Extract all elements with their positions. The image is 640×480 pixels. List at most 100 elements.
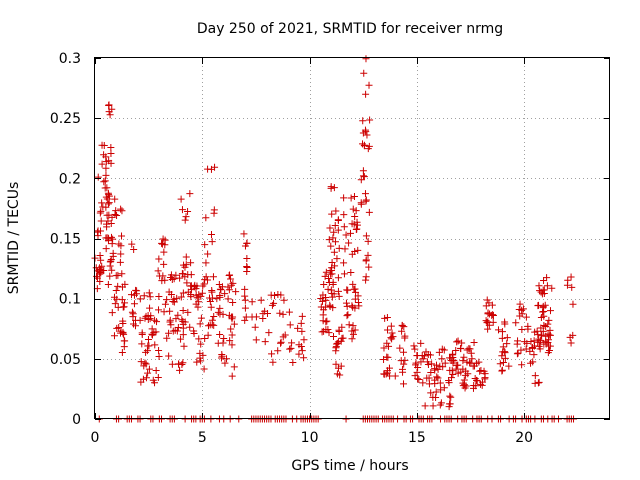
y-tick-label: 0.2: [59, 171, 81, 187]
data-point: [265, 329, 273, 337]
data-point: [542, 322, 550, 330]
data-point: [436, 362, 444, 370]
axis-ticks: [95, 58, 610, 420]
data-point: [232, 288, 240, 296]
data-point: [398, 327, 406, 335]
data-point: [155, 346, 163, 354]
data-point: [331, 238, 339, 246]
data-point: [190, 329, 198, 337]
data-point: [297, 319, 305, 327]
data-point: [344, 286, 352, 294]
data-point: [518, 326, 526, 334]
data-point: [197, 314, 205, 322]
data-point: [343, 302, 351, 310]
data-point: [300, 354, 308, 362]
data-point: [349, 205, 357, 213]
data-point: [413, 352, 421, 360]
data-point: [141, 359, 149, 367]
data-point: [505, 362, 513, 370]
data-point: [184, 208, 192, 216]
data-point: [204, 331, 212, 339]
data-point: [259, 315, 267, 323]
data-point: [102, 153, 110, 161]
data-point: [352, 207, 360, 215]
data-point: [182, 213, 190, 221]
data-point: [531, 372, 539, 380]
data-point: [330, 228, 338, 236]
data-point: [116, 258, 124, 266]
tick-labels: 0 5 10 15 20 0 0.05 0.1 0.15 0.2 0.25 0.3: [50, 51, 533, 446]
data-point: [380, 355, 388, 363]
data-point: [140, 292, 148, 300]
data-point: [184, 308, 192, 316]
data-point: [494, 326, 502, 334]
data-point: [228, 331, 236, 339]
data-point: [448, 367, 456, 375]
data-point: [501, 318, 509, 326]
data-point: [347, 269, 355, 277]
data-point: [351, 295, 359, 303]
data-point: [201, 241, 209, 249]
data-point: [458, 339, 466, 347]
data-point: [460, 353, 468, 361]
data-point: [216, 285, 224, 293]
data-point: [279, 310, 287, 318]
data-point: [452, 346, 460, 354]
data-point: [277, 338, 285, 346]
x-tick-label: 20: [515, 430, 533, 446]
data-point: [136, 316, 144, 324]
data-point: [340, 211, 348, 219]
data-point: [359, 167, 367, 175]
data-point: [241, 292, 249, 300]
data-point: [111, 210, 119, 218]
data-point: [196, 320, 204, 328]
data-point: [128, 240, 136, 248]
data-point: [359, 140, 367, 148]
data-point: [93, 285, 101, 293]
data-point: [449, 371, 457, 379]
data-point: [325, 236, 333, 244]
data-point: [322, 318, 330, 326]
data-point: [216, 304, 224, 312]
data-point: [345, 321, 353, 329]
data-point: [328, 210, 336, 218]
data-point: [536, 287, 544, 295]
data-point: [396, 344, 404, 352]
data-point: [100, 141, 108, 149]
y-tick-label: 0.15: [50, 232, 81, 248]
data-point: [524, 322, 532, 330]
data-point: [145, 342, 153, 350]
data-point: [385, 342, 393, 350]
data-point: [566, 333, 574, 341]
data-point: [216, 293, 224, 301]
data-point: [195, 335, 203, 343]
data-point: [97, 227, 105, 235]
data-point: [144, 369, 152, 377]
data-point: [112, 272, 120, 280]
data-point: [210, 313, 218, 321]
data-point: [362, 232, 370, 240]
data-point: [216, 331, 224, 339]
data-point: [435, 348, 443, 356]
data-point: [130, 291, 138, 299]
data-point: [199, 282, 207, 290]
data-point: [214, 339, 222, 347]
data-point: [178, 206, 186, 214]
data-point: [515, 306, 523, 314]
data-point: [152, 367, 160, 375]
data-point: [140, 362, 148, 370]
data-point: [332, 347, 340, 355]
data-point: [241, 285, 249, 293]
data-point: [325, 329, 333, 337]
data-point: [445, 377, 453, 385]
data-point: [105, 157, 113, 165]
data-point: [534, 379, 542, 387]
data-point: [567, 273, 575, 281]
data-point: [457, 368, 465, 376]
data-point: [485, 321, 493, 329]
data-point: [411, 345, 419, 353]
data-point: [112, 287, 120, 295]
grid-lines: [95, 58, 610, 419]
data-point: [106, 111, 114, 119]
data-point: [364, 237, 372, 245]
